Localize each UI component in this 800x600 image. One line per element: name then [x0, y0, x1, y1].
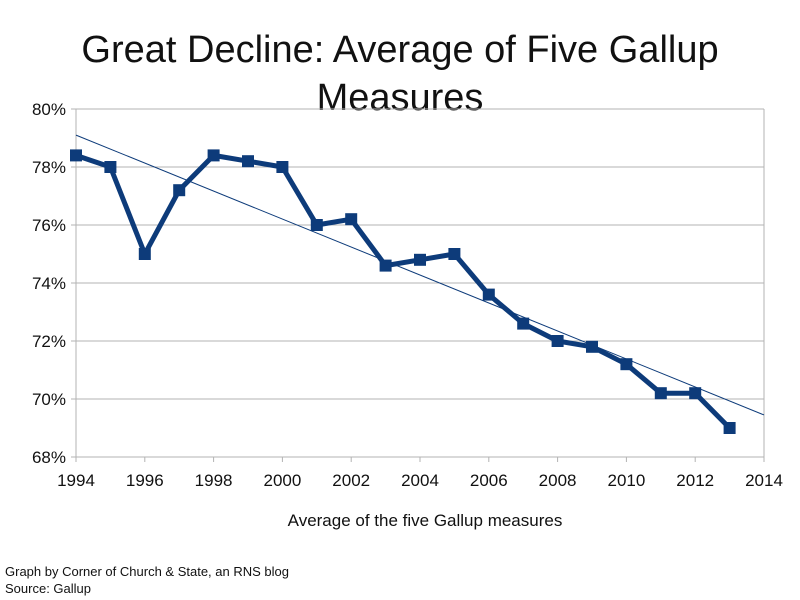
credit-line: Graph by Corner of Church & State, an RN… — [5, 564, 289, 579]
data-point-marker — [517, 317, 530, 330]
data-point-marker — [654, 387, 667, 400]
trendline — [75, 134, 765, 416]
data-point-marker — [138, 248, 151, 260]
source-line: Source: Gallup — [5, 581, 91, 596]
data-point-marker — [276, 161, 289, 173]
gridlines — [76, 108, 764, 458]
data-point-marker — [586, 340, 598, 353]
y-tick-label: 70% — [32, 390, 66, 409]
y-tick-label: 74% — [32, 274, 66, 293]
x-tick-label: 2014 — [745, 471, 783, 490]
x-axis-title: Average of the five Gallup measures — [287, 511, 563, 530]
data-point-marker — [173, 184, 186, 197]
y-tick-label: 80% — [32, 100, 66, 119]
data-point-marker — [310, 219, 323, 231]
data-point-marker — [482, 288, 495, 301]
y-tick-label: 78% — [32, 158, 66, 177]
data-point-marker — [620, 358, 633, 371]
x-tick-label: 2008 — [539, 471, 577, 490]
y-tick-label: 68% — [32, 448, 66, 467]
data-point-marker — [414, 253, 426, 266]
x-tick-label: 2002 — [332, 471, 370, 490]
y-tick-label: 76% — [32, 216, 66, 235]
data-point-marker — [242, 155, 254, 168]
x-tick-label: 1998 — [195, 471, 233, 490]
series-line — [75, 152, 732, 430]
x-tick-label: 1994 — [57, 471, 95, 490]
x-tick-label: 2006 — [470, 471, 508, 490]
data-point-marker — [723, 422, 736, 434]
x-tick-label: 1996 — [126, 471, 164, 490]
chart-title: Great Decline: Average of Five Gallup Me… — [81, 29, 719, 119]
data-point-marker — [379, 259, 392, 272]
x-tick-label: 2004 — [401, 471, 439, 490]
data-point-marker — [104, 161, 117, 173]
axes — [71, 108, 765, 462]
data-point-marker — [689, 387, 702, 400]
data-point-marker — [448, 248, 461, 260]
data-point-marker — [345, 213, 358, 226]
x-tick-label: 2000 — [263, 471, 301, 490]
data-point-marker — [70, 149, 82, 162]
series-group — [70, 149, 736, 434]
trendline-group — [75, 134, 765, 416]
x-tick-labels: 1994 1996 1998 2000 2002 2004 2006 2008 2010 2012… — [57, 471, 783, 490]
data-point-marker — [551, 335, 564, 347]
x-tick-label: 2012 — [676, 471, 714, 490]
x-tick-label: 2010 — [607, 471, 645, 490]
data-point-marker — [207, 149, 220, 162]
y-tick-label: 72% — [32, 332, 66, 351]
y-tick-labels: 68% 70% 72% 74% 76% 78% 80% — [32, 100, 66, 467]
